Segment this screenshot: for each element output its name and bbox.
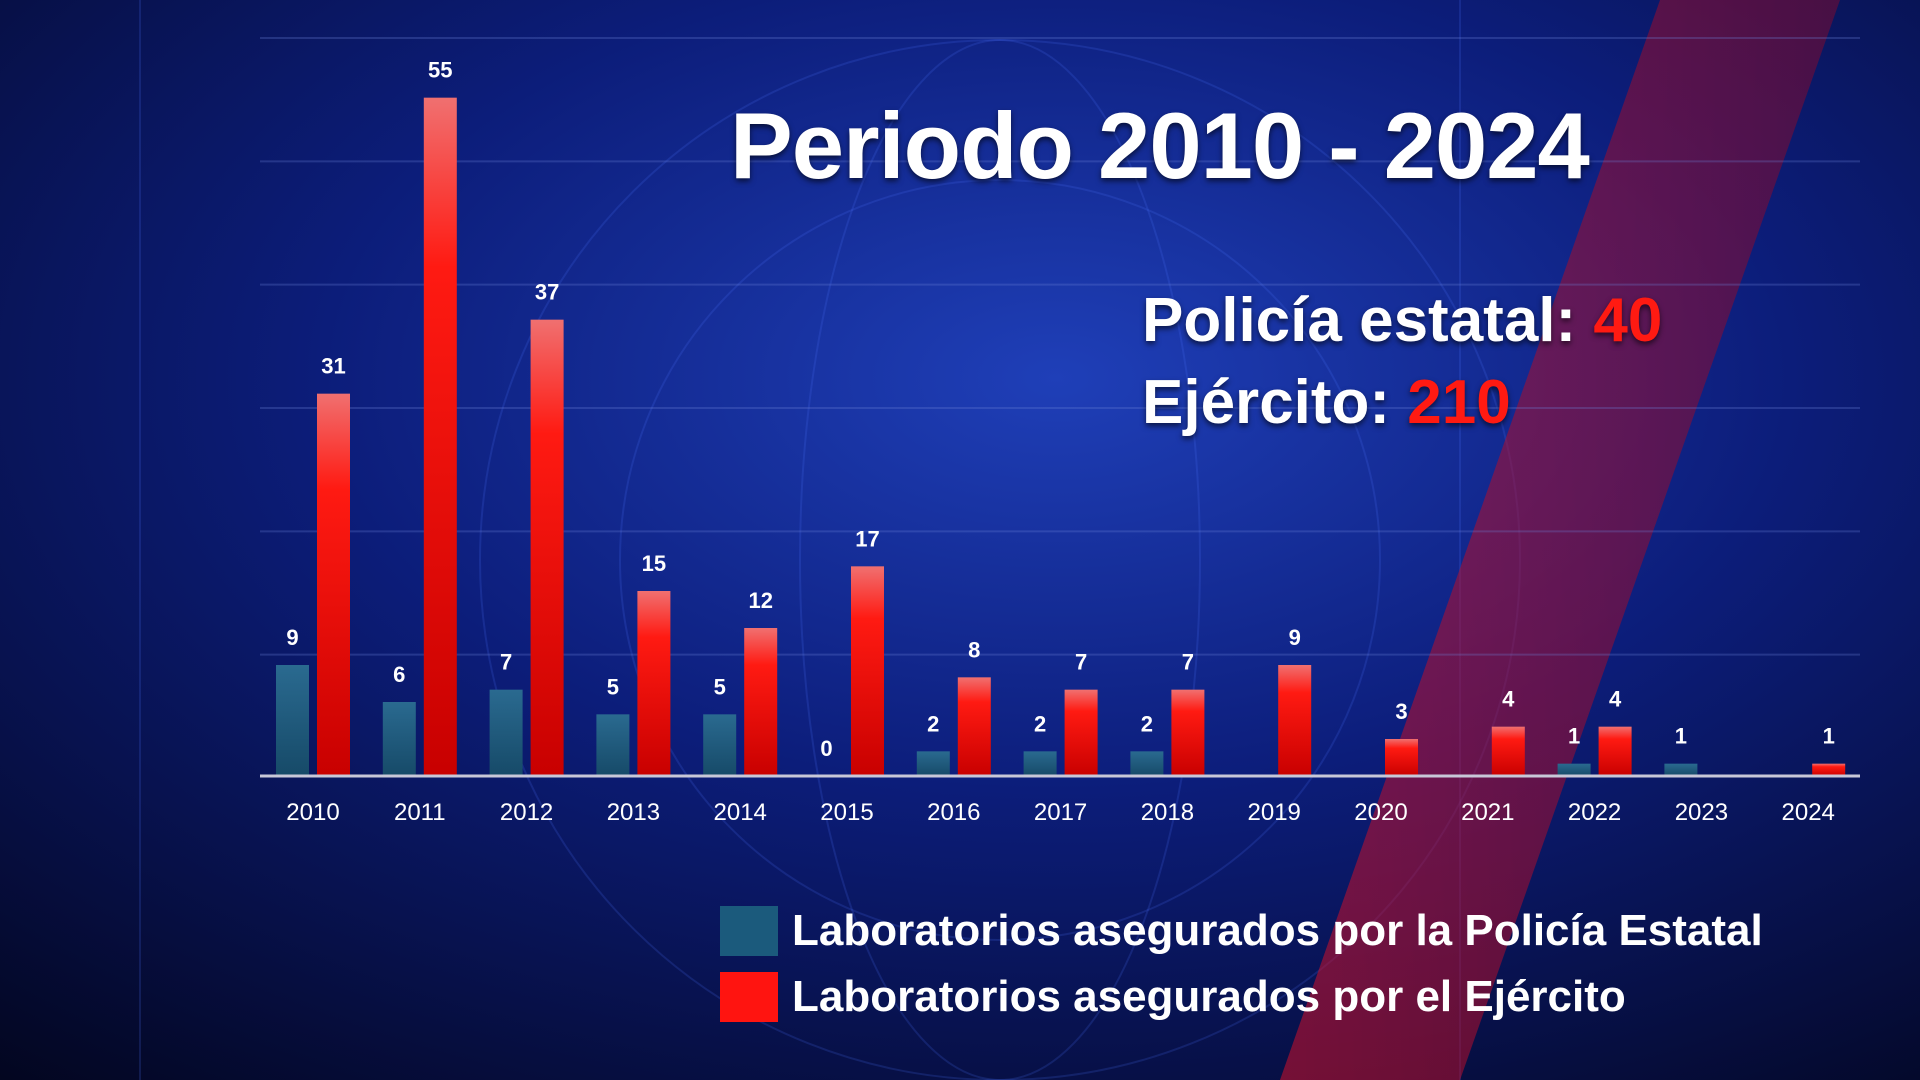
bar-policia (703, 714, 737, 776)
x-tick-label: 2012 (500, 799, 553, 826)
total-ejercito-label: Ejército: (1142, 368, 1391, 437)
x-tick-label: 2011 (394, 799, 446, 826)
bar-ejercito (851, 566, 884, 776)
x-tick-label: 2020 (1354, 799, 1407, 826)
data-label-ejercito: 7 (1182, 650, 1194, 675)
x-tick-label: 2013 (607, 799, 660, 826)
data-label-ejercito: 9 (1289, 625, 1301, 650)
data-label-ejercito: 8 (968, 637, 980, 662)
x-tick-label: 2015 (820, 799, 873, 826)
bar-ejercito (1278, 665, 1312, 776)
data-label-ejercito: 4 (1609, 687, 1622, 712)
data-label-ejercito: 31 (321, 354, 345, 379)
data-label-policia: 2 (927, 711, 939, 736)
bar-policia (276, 665, 309, 776)
data-label-ejercito: 17 (855, 526, 879, 551)
legend-item-policia: Laboratorios asegurados por la Policía E… (720, 898, 1763, 964)
data-label-ejercito: 3 (1395, 699, 1407, 724)
data-label-policia: 0 (820, 736, 832, 761)
x-tick-label: 2014 (714, 799, 767, 826)
bar-ejercito (530, 319, 564, 776)
data-label-ejercito: 37 (535, 280, 559, 305)
bar-ejercito (1385, 739, 1418, 776)
data-label-ejercito: 12 (748, 588, 772, 613)
data-label-policia: 2 (1141, 711, 1153, 736)
total-policia: Policía estatal: 40 (1142, 280, 1662, 362)
chart-x-ticks: 2010 2011 2012 2013 2014 2015 2016 2017 2018 2019… (286, 799, 1835, 826)
x-tick-label: 2017 (1034, 799, 1087, 826)
chart-bars (276, 97, 1846, 776)
data-label-policia: 1 (1675, 724, 1687, 749)
data-label-ejercito: 4 (1502, 687, 1515, 712)
bar-policia (489, 689, 523, 776)
x-tick-label: 2019 (1248, 799, 1301, 826)
total-ejercito-value: 210 (1407, 368, 1511, 437)
bar-ejercito (957, 677, 991, 776)
x-tick-label: 2018 (1141, 799, 1194, 826)
data-label-ejercito: 1 (1823, 724, 1835, 749)
bar-ejercito (1491, 726, 1525, 776)
bar-ejercito (1064, 689, 1098, 776)
data-label-policia: 2 (1034, 711, 1046, 736)
chart-grid (260, 37, 1860, 656)
data-label-policia: 5 (714, 674, 726, 699)
bar-policia (916, 751, 950, 776)
x-tick-label: 2021 (1461, 799, 1514, 826)
bar-policia (596, 714, 630, 776)
bar-ejercito (1812, 763, 1846, 776)
data-label-policia: 9 (286, 625, 298, 650)
legend-swatch-policia (720, 906, 778, 956)
bar-policia (1557, 763, 1591, 776)
bar-ejercito (1171, 689, 1205, 776)
bar-ejercito (1598, 726, 1632, 776)
x-tick-label: 2022 (1568, 799, 1621, 826)
data-label-policia: 5 (607, 674, 619, 699)
bar-ejercito (744, 628, 778, 776)
x-tick-label: 2016 (927, 799, 980, 826)
totals-box: Policía estatal: 40 Ejército: 210 (1142, 280, 1662, 444)
total-ejercito: Ejército: 210 (1142, 362, 1662, 444)
bar-policia (1023, 751, 1057, 776)
data-label-policia: 1 (1568, 724, 1580, 749)
data-label-ejercito: 15 (642, 551, 666, 576)
x-tick-label: 2010 (286, 799, 339, 826)
bar-policia (1130, 751, 1164, 776)
bar-ejercito (637, 591, 671, 776)
legend-label-policia: Laboratorios asegurados por la Policía E… (792, 906, 1763, 955)
chart-data-labels: 9 31 6 55 7 37 5 15 5 12 0 17 2 8 2 7 2 7 9 3 4 1 4 1 1 (286, 58, 1834, 761)
bar-policia (1664, 763, 1698, 776)
legend-item-ejercito: Laboratorios asegurados por el Ejército (720, 964, 1763, 1030)
legend-swatch-ejercito (720, 972, 778, 1022)
chart-title: Periodo 2010 - 2024 (730, 93, 1590, 198)
data-label-policia: 7 (500, 650, 512, 675)
data-label-ejercito: 7 (1075, 650, 1087, 675)
chart-legend: Laboratorios asegurados por la Policía E… (720, 898, 1763, 1030)
data-label-ejercito: 55 (428, 58, 452, 83)
bar-ejercito (317, 393, 350, 776)
bar-policia (382, 702, 416, 776)
data-label-policia: 6 (393, 662, 405, 687)
legend-label-ejercito: Laboratorios asegurados por el Ejército (792, 972, 1626, 1021)
total-policia-value: 40 (1593, 286, 1663, 355)
bar-ejercito (423, 97, 457, 776)
x-tick-label: 2024 (1782, 799, 1835, 826)
x-tick-label: 2023 (1675, 799, 1728, 826)
total-policia-label: Policía estatal: (1142, 286, 1577, 355)
